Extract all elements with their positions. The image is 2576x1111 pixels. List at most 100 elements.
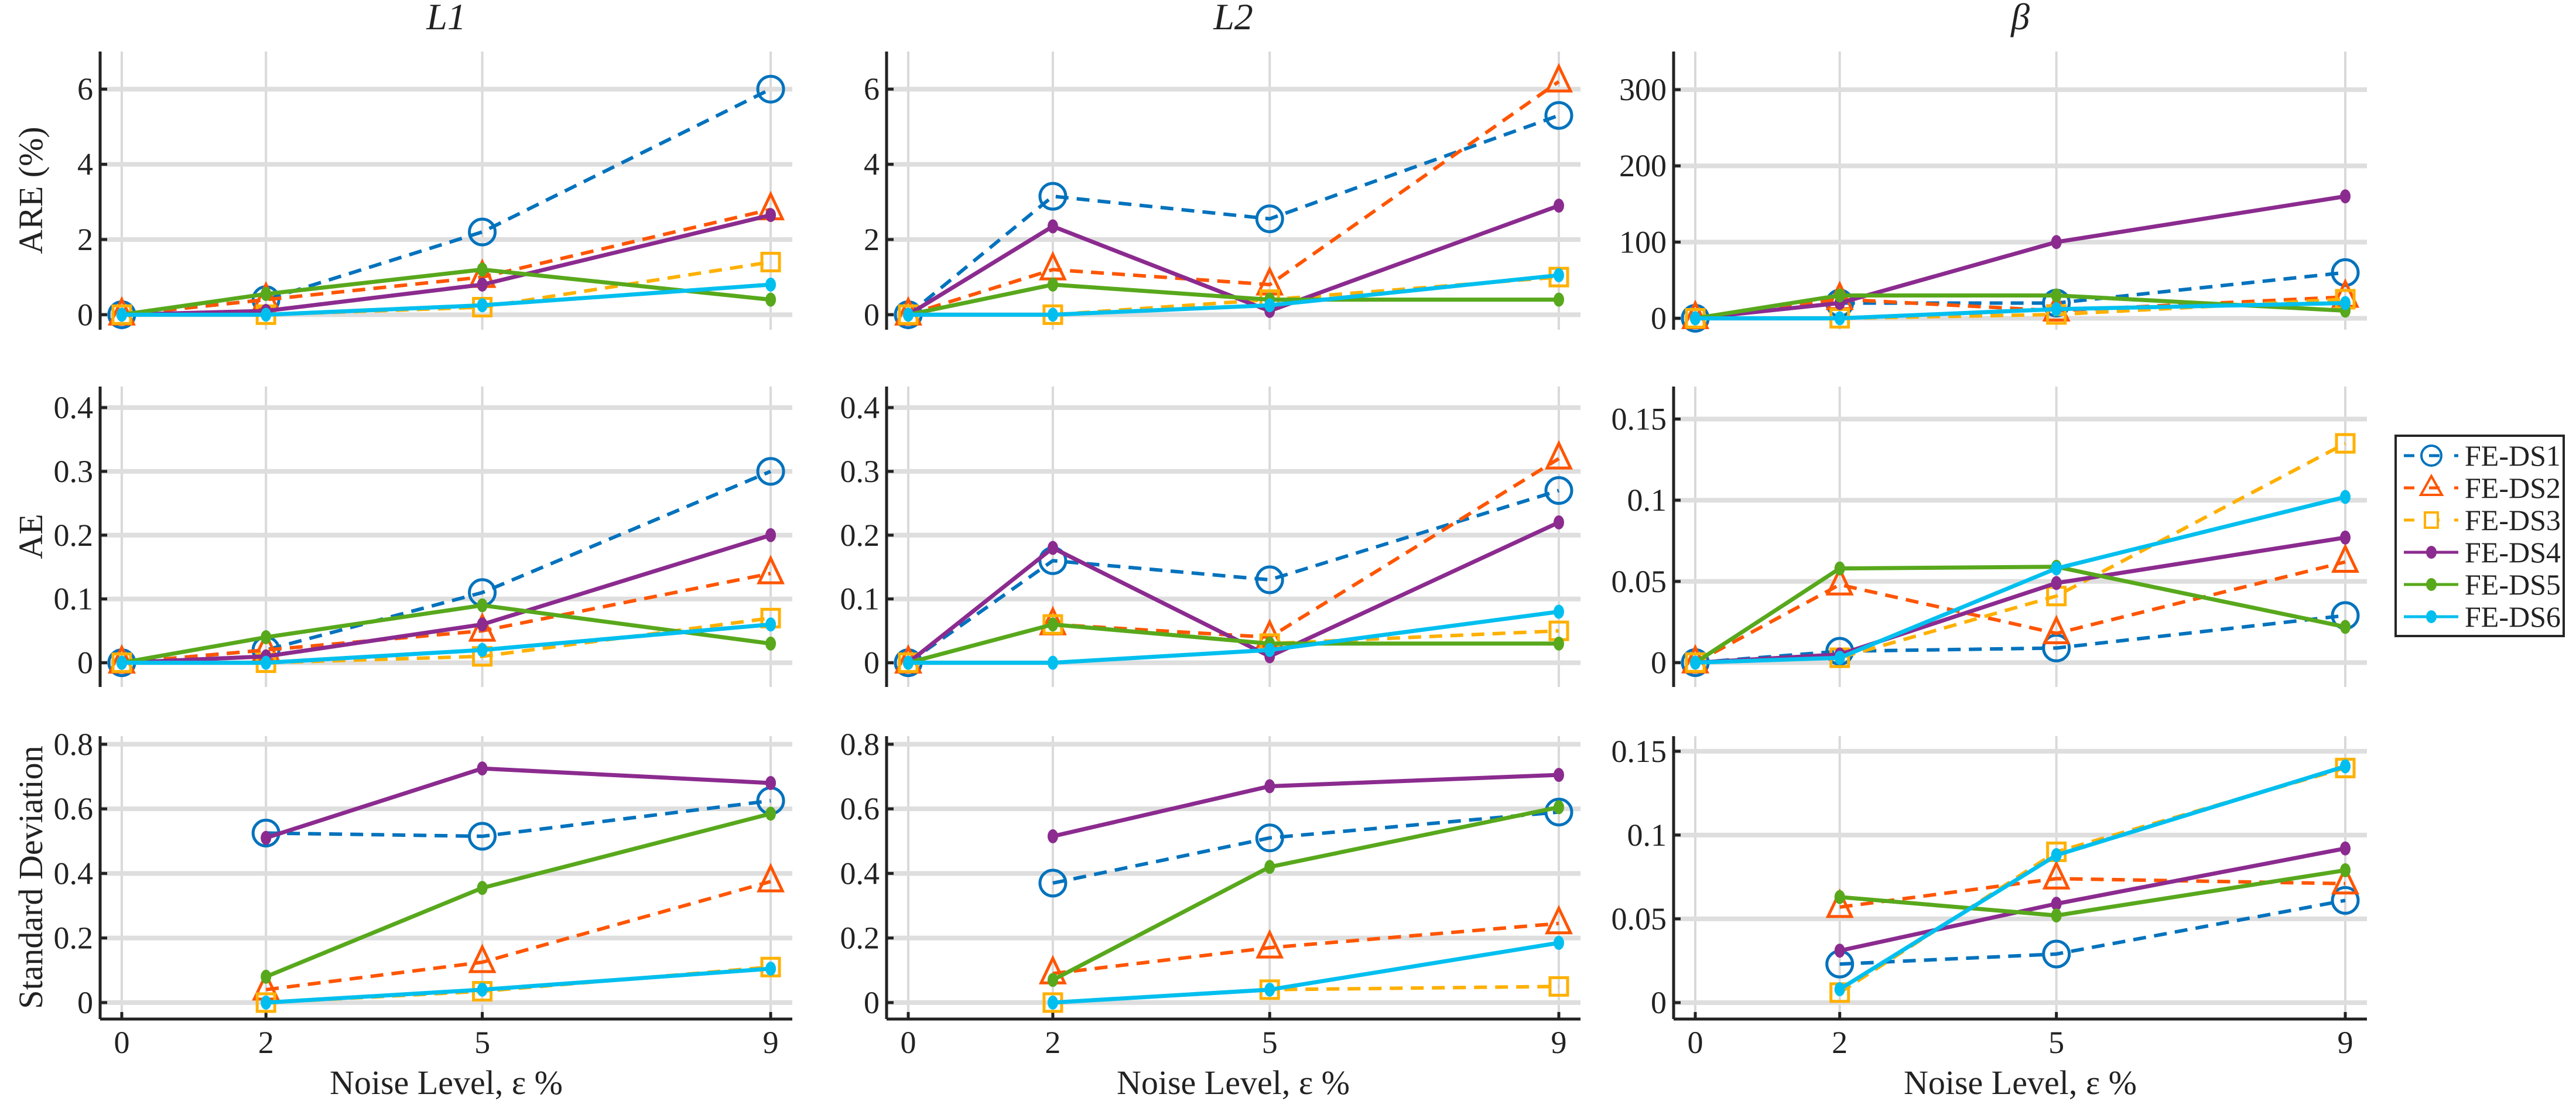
- x-tick-label: 2: [258, 1025, 274, 1060]
- subplot-r1-c1: 0 2 4 6: [77, 52, 792, 332]
- fe-ds4-point: [1047, 541, 1058, 555]
- fe-ds1-point: [1544, 798, 1573, 827]
- fe-ds4-point: [1264, 779, 1275, 794]
- fe-ds6-point: [261, 655, 272, 670]
- fe-ds6-point: [261, 307, 272, 322]
- fe-ds4-point: [261, 830, 272, 845]
- y-tick-label: 0: [1651, 985, 1667, 1020]
- y-tick-label: 0.1: [54, 582, 94, 617]
- fe-ds2-line: [908, 457, 1560, 665]
- fe-ds4-point: [765, 208, 776, 223]
- fe-ds2-point: [1825, 888, 1854, 918]
- series-fe-ds6: [1047, 935, 1564, 1010]
- xlabel-col2: Noise Level, ε %: [1117, 1064, 1350, 1102]
- x-tick-label: 2: [1045, 1025, 1060, 1060]
- fe-ds4-line: [907, 203, 1560, 317]
- fe-ds4-point: [2051, 576, 2062, 590]
- fe-ds5-line: [1839, 868, 2346, 918]
- legend-entry-fe-ds3: FE-DS3: [2404, 504, 2561, 536]
- fe-ds6-line: [1052, 941, 1559, 1005]
- y-tick-label: 0.6: [54, 791, 94, 826]
- series-fe-ds1: [1038, 798, 1573, 898]
- x-tick-label: 2: [1832, 1025, 1848, 1060]
- fe-ds1-line: [1839, 898, 2346, 966]
- y-tick-label: 0.1: [1627, 818, 1667, 853]
- fe-ds5-point: [1834, 890, 1845, 904]
- fe-ds2-line: [121, 572, 771, 665]
- fe-ds6-point: [2340, 759, 2351, 774]
- fe-ds3-line: [121, 616, 771, 665]
- fe-ds5-line: [1694, 565, 2346, 665]
- fe-ds4-point: [1834, 944, 1845, 958]
- fe-ds5-point: [477, 881, 488, 895]
- fe-ds4-point: [2340, 530, 2351, 545]
- series-fe-ds6: [1690, 296, 2351, 326]
- y-tick-label: 0.4: [840, 390, 880, 425]
- fe-ds6-point: [1834, 311, 1845, 326]
- fe-ds6-point: [1690, 311, 1701, 326]
- legend-circle-icon: [2420, 445, 2442, 467]
- ylabel-std: Standard Deviation: [12, 746, 50, 1009]
- y-tick-label: 2: [77, 222, 93, 257]
- fe-ds5-point: [2340, 863, 2351, 877]
- series-fe-ds2: [107, 190, 785, 326]
- fe-ds4-line: [1695, 194, 2346, 320]
- fe-ds4-point: [1553, 768, 1564, 782]
- fe-ds2-point: [2042, 614, 2071, 644]
- series-fe-ds4: [116, 528, 776, 670]
- y-tick-label: 0.8: [840, 727, 880, 762]
- legend-dot-icon: [2426, 610, 2437, 623]
- fe-ds2-line: [1052, 921, 1559, 976]
- legend-entry-fe-ds4: FE-DS4: [2404, 536, 2561, 569]
- legend-entry-fe-ds1: FE-DS1: [2404, 439, 2561, 472]
- fe-ds1-point: [1038, 182, 1068, 211]
- x-tick-label: 9: [2338, 1025, 2353, 1060]
- fe-ds5-point: [2340, 620, 2351, 634]
- column-title-l1: L1: [426, 0, 466, 37]
- fe-ds2-point: [2331, 864, 2359, 895]
- fe-ds2-point: [468, 612, 497, 642]
- y-tick-label: 0: [864, 985, 880, 1020]
- fe-ds5-point: [1047, 973, 1058, 987]
- y-tick-label: 0.15: [1612, 734, 1667, 769]
- y-tick-label: 0.4: [840, 856, 880, 891]
- fe-ds4-point: [477, 761, 488, 776]
- fe-ds4-point: [1553, 199, 1564, 213]
- fe-ds6-point: [477, 298, 488, 313]
- subplot-r1-c3: 0 100 200 300: [1619, 52, 2367, 336]
- fe-ds6-point: [1553, 935, 1564, 950]
- fe-ds5-line: [1695, 293, 2346, 320]
- y-tick-label: 0: [77, 645, 93, 681]
- legend-label: FE-DS5: [2465, 568, 2561, 601]
- fe-ds6-point: [477, 982, 488, 997]
- fe-ds5-line: [908, 622, 1559, 665]
- y-tick-label: 0.4: [54, 390, 94, 425]
- fe-ds1-point: [1038, 869, 1068, 898]
- fe-ds5-point: [1047, 277, 1058, 292]
- fe-ds6-line: [1695, 300, 2346, 320]
- fe-ds6-point: [1047, 307, 1058, 322]
- fe-ds5-point: [261, 969, 272, 984]
- fe-ds2-point: [1545, 904, 1573, 935]
- fe-ds6-point: [116, 307, 127, 322]
- fe-ds4-point: [765, 528, 776, 542]
- fe-ds3-line: [1052, 984, 1559, 1004]
- fe-ds5-point: [477, 598, 488, 613]
- x-tick-label: 0: [901, 1025, 916, 1060]
- fe-ds2-point: [757, 555, 785, 584]
- fe-ds3-point: [1548, 976, 1569, 997]
- fe-ds5-point: [1834, 288, 1845, 303]
- fe-ds2-line: [265, 880, 771, 992]
- legend-dot-icon: [2426, 546, 2437, 559]
- y-tick-label: 0.05: [1612, 901, 1667, 936]
- series-fe-ds6: [903, 604, 1564, 670]
- fe-ds6-point: [1834, 651, 1845, 665]
- series-fe-ds6: [1834, 759, 2351, 997]
- fe-ds4-point: [477, 277, 488, 292]
- column-title-beta: β: [2010, 0, 2030, 37]
- legend-dot-icon: [2426, 578, 2437, 591]
- y-tick-label: 0.8: [54, 727, 94, 762]
- fe-ds4-point: [2340, 189, 2351, 204]
- fe-ds5-point: [1553, 292, 1564, 307]
